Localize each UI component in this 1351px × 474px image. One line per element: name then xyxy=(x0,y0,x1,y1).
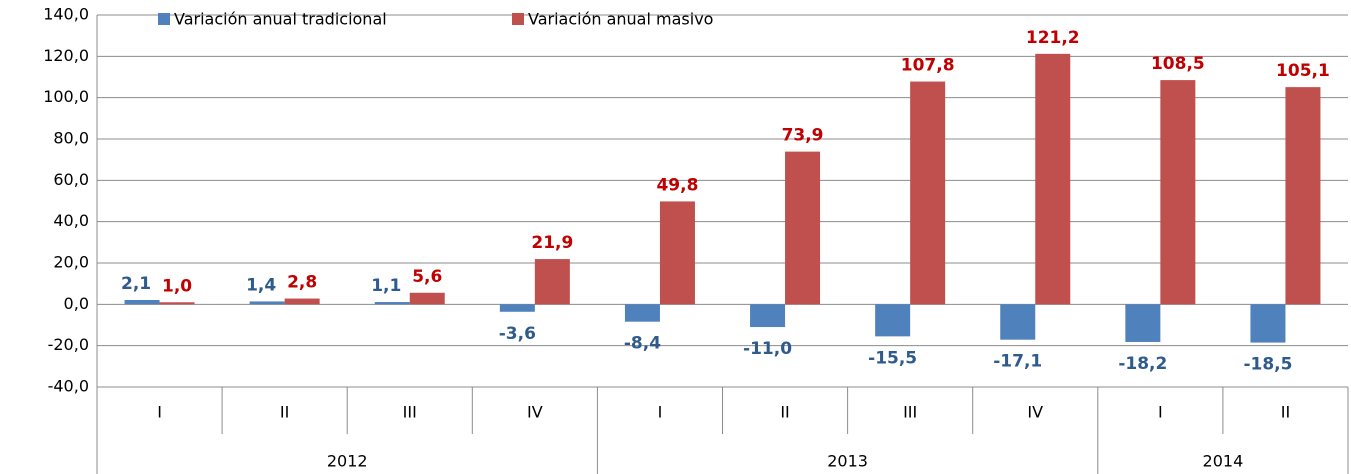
bar xyxy=(409,292,445,305)
value-label: 21,9 xyxy=(531,233,573,253)
legend-swatch xyxy=(512,13,524,25)
bar xyxy=(624,304,660,322)
value-label: 107,8 xyxy=(901,56,955,76)
bar xyxy=(284,298,320,305)
bar xyxy=(159,302,195,305)
x-tick-label: III xyxy=(903,403,917,422)
bar xyxy=(499,304,535,312)
value-label: 1,0 xyxy=(162,276,192,296)
bar xyxy=(750,304,786,328)
bar xyxy=(124,299,160,305)
value-label: -17,1 xyxy=(993,352,1042,372)
bar xyxy=(910,81,946,305)
y-tick-label: 100,0 xyxy=(43,87,89,106)
value-label: 2,8 xyxy=(287,273,317,293)
x-tick-label: I xyxy=(1158,403,1163,422)
x-tick-label: IV xyxy=(1027,403,1043,422)
x-tick-label: II xyxy=(780,403,789,422)
y-tick-label: 120,0 xyxy=(43,46,89,65)
y-tick-label: 20,0 xyxy=(53,253,89,272)
value-label: 105,1 xyxy=(1276,61,1330,81)
value-label: -3,6 xyxy=(499,324,536,344)
bar xyxy=(1035,53,1071,305)
bar xyxy=(875,304,911,337)
y-tick-label: 140,0 xyxy=(43,5,89,24)
y-tick-label: 40,0 xyxy=(53,211,89,230)
value-label: -15,5 xyxy=(868,348,917,368)
value-label: 5,6 xyxy=(412,267,442,287)
y-tick-label: -40,0 xyxy=(48,377,89,396)
bar xyxy=(1000,304,1036,340)
bar xyxy=(249,301,285,305)
bar xyxy=(659,201,695,305)
bar xyxy=(785,151,821,305)
x-tick-label: III xyxy=(403,403,417,422)
value-label: 121,2 xyxy=(1026,28,1080,48)
value-label: -18,2 xyxy=(1118,354,1167,374)
x-tick-label: IV xyxy=(527,403,543,422)
value-label: 2,1 xyxy=(121,274,151,294)
x-tick-label: I xyxy=(157,403,162,422)
y-tick-label: 80,0 xyxy=(53,129,89,148)
group-label: 2014 xyxy=(1203,452,1244,471)
value-label: -11,0 xyxy=(743,339,792,359)
value-label: 108,5 xyxy=(1151,54,1205,74)
bar xyxy=(1160,80,1196,305)
bar xyxy=(1285,87,1321,305)
x-tick-label: I xyxy=(658,403,663,422)
bar xyxy=(1250,304,1286,343)
bar xyxy=(1125,304,1161,342)
group-label: 2012 xyxy=(327,452,368,471)
x-tick-label: II xyxy=(280,403,289,422)
value-label: 1,4 xyxy=(246,275,276,295)
value-label: -8,4 xyxy=(624,334,661,354)
legend-swatch xyxy=(158,13,170,25)
value-label: 73,9 xyxy=(782,126,824,146)
bar xyxy=(534,259,570,305)
value-label: -18,5 xyxy=(1243,355,1292,375)
y-tick-label: -20,0 xyxy=(48,335,89,354)
y-tick-label: 0,0 xyxy=(64,294,89,313)
bar xyxy=(374,302,410,305)
group-label: 2013 xyxy=(827,452,868,471)
y-tick-label: 60,0 xyxy=(53,170,89,189)
legend-label: Variación anual masivo xyxy=(528,10,713,29)
value-label: 49,8 xyxy=(656,175,698,195)
x-tick-label: II xyxy=(1281,403,1290,422)
value-label: 1,1 xyxy=(371,276,401,296)
legend-label: Variación anual tradicional xyxy=(174,10,387,29)
